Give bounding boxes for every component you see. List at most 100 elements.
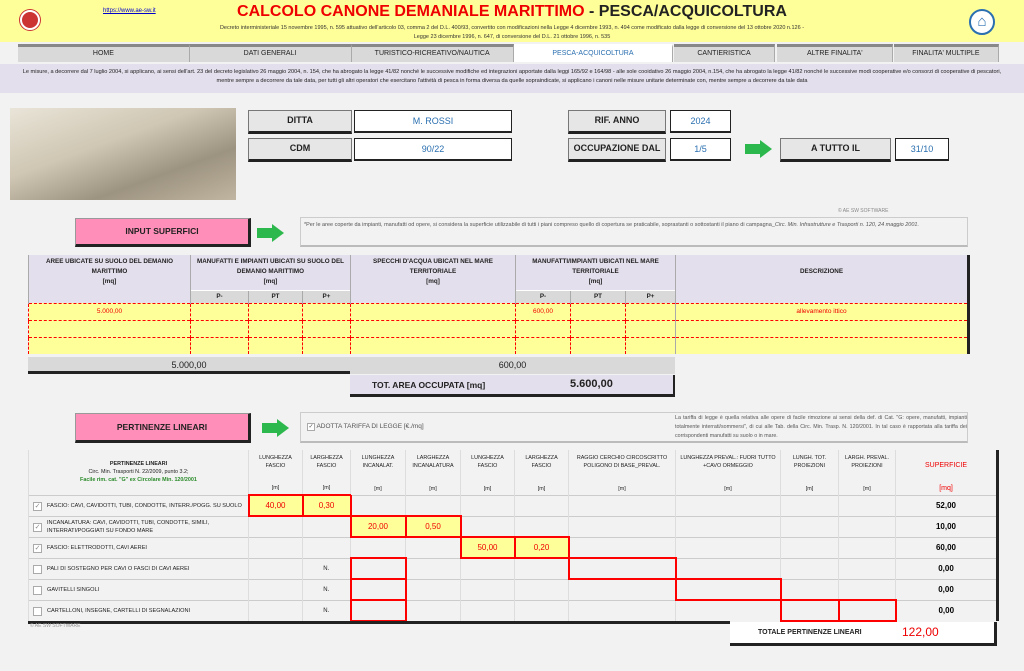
cell bbox=[780, 578, 839, 600]
checkbox-checked[interactable]: ✓ bbox=[33, 501, 42, 511]
cell bbox=[568, 599, 676, 621]
checkbox-checked-icon[interactable]: ✓ bbox=[307, 423, 315, 431]
input-cell[interactable]: 20,00 bbox=[349, 515, 407, 538]
column-unit: [m] bbox=[805, 485, 814, 492]
tot-area-row: TOT. AREA OCCUPATA [mq] 5.600,00 bbox=[350, 375, 675, 397]
superfici-cell[interactable] bbox=[190, 336, 249, 354]
input-cell[interactable]: 40,00 bbox=[247, 494, 304, 517]
row-label-text: FASCIO: ELETTRODOTTI, CAVI AEREI bbox=[47, 544, 147, 551]
superfici-cell[interactable] bbox=[28, 336, 191, 354]
superfici-cell[interactable] bbox=[248, 336, 303, 354]
superfici-cell[interactable] bbox=[28, 319, 191, 337]
input-cell[interactable] bbox=[349, 578, 407, 601]
tab-finalita-multiple[interactable]: FINALITA' MULTIPLE bbox=[894, 44, 999, 62]
occupazione-dal-field[interactable]: 1/5 bbox=[670, 138, 731, 161]
total-mare: 600,00 bbox=[350, 357, 675, 374]
cell bbox=[568, 515, 676, 537]
checkbox-unchecked[interactable] bbox=[33, 585, 42, 595]
column-unit: [m] bbox=[429, 485, 437, 492]
checkbox-checked[interactable]: ✓ bbox=[33, 543, 42, 553]
pertinenze-lineari-button[interactable]: PERTINENZE LINEARI bbox=[75, 413, 251, 443]
input-cell[interactable] bbox=[349, 557, 407, 580]
cdm-field[interactable]: 90/22 bbox=[354, 138, 512, 161]
row-label: ✓ FASCIO: ELETTRODOTTI, CAVI AEREI bbox=[28, 536, 249, 558]
copyright: © AE SW SOFTWARE bbox=[838, 208, 889, 214]
superfici-cell[interactable] bbox=[302, 319, 351, 337]
input-cell[interactable]: 0,50 bbox=[404, 515, 462, 538]
tariffa-box: ✓ ADOTTA TARIFFA DI LEGGE [€./mq] La tar… bbox=[300, 412, 968, 443]
occupazione-dal-label: OCCUPAZIONE DAL bbox=[568, 138, 666, 162]
superfici-cell[interactable] bbox=[190, 319, 249, 337]
a-tutto-il-field[interactable]: 31/10 bbox=[895, 138, 949, 161]
house-icon[interactable]: ⌂ bbox=[969, 9, 995, 35]
input-cell[interactable]: 50,00 bbox=[459, 536, 516, 559]
superfici-cell[interactable] bbox=[350, 302, 516, 320]
sub-p-plus: P+ bbox=[302, 289, 351, 303]
superfici-cell[interactable] bbox=[624, 336, 676, 354]
superfici-cell[interactable]: 5.000,00 bbox=[28, 302, 191, 320]
cdm-label: CDM bbox=[248, 138, 352, 162]
input-cell[interactable] bbox=[674, 578, 782, 601]
cell bbox=[780, 494, 839, 516]
superfici-cell[interactable] bbox=[515, 336, 571, 354]
superfici-cell[interactable] bbox=[624, 302, 676, 320]
tab-dati-generali[interactable]: DATI GENERALI bbox=[189, 44, 352, 62]
cell bbox=[675, 515, 781, 537]
input-cell[interactable] bbox=[567, 557, 677, 580]
superfici-cell[interactable] bbox=[302, 302, 351, 320]
column-header: LARGHEZZA FASCIO [m] bbox=[514, 450, 569, 495]
superfici-cell[interactable] bbox=[624, 319, 676, 337]
column-header: LUNGHEZZA PREVAL.: FUORI TUTTO +CAVO ORM… bbox=[675, 450, 781, 495]
notice-text: Le misure, a decorrere dal 7 luglio 2004… bbox=[0, 64, 1024, 93]
tab-altre-finalita-[interactable]: ALTRE FINALITA' bbox=[777, 44, 894, 62]
superfici-cell[interactable] bbox=[570, 319, 626, 337]
rif-anno-field[interactable]: 2024 bbox=[670, 110, 731, 133]
input-cell[interactable] bbox=[349, 599, 407, 622]
table-row: 5.000,00 600,00 allevamento ittico bbox=[28, 302, 969, 320]
input-superfici-button[interactable]: INPUT SUPERFICI bbox=[75, 218, 251, 247]
table-row: ✓ FASCIO: ELETTRODOTTI, CAVI AEREI 50,00 0,… bbox=[28, 536, 998, 559]
superfici-cell[interactable] bbox=[190, 302, 249, 320]
superficie-value: 0,00 bbox=[895, 557, 998, 579]
superfici-cell[interactable] bbox=[570, 302, 626, 320]
superfici-cell[interactable] bbox=[675, 336, 969, 354]
superfici-cell[interactable] bbox=[248, 319, 303, 337]
cell bbox=[405, 494, 461, 516]
input-cell[interactable] bbox=[779, 599, 840, 622]
cell bbox=[514, 515, 569, 537]
checkbox-checked[interactable]: ✓ bbox=[33, 522, 42, 532]
superfici-cell[interactable] bbox=[675, 319, 969, 337]
superfici-cell[interactable] bbox=[302, 336, 351, 354]
column-label: RAGGIO CERCHIO CIRCOSCRITTO POLIGONO DI … bbox=[576, 455, 668, 469]
superfici-cell[interactable]: allevamento ittico bbox=[675, 302, 969, 320]
tab-turistico-ricreativo-nautica[interactable]: TURISTICO-RICREATIVO/NAUTICA bbox=[351, 44, 514, 62]
note-text: *Per le aree coperte da impianti, manufa… bbox=[304, 222, 775, 228]
cell bbox=[838, 578, 896, 600]
column-label: LARGHEZZA FASCIO bbox=[525, 455, 558, 469]
superfici-cell[interactable] bbox=[248, 302, 303, 320]
table-row bbox=[28, 336, 969, 354]
col-specchi-acqua: SPECCHI D'ACQUA UBICATI NEL MARE TERRITO… bbox=[350, 255, 516, 303]
input-cell[interactable]: 0,20 bbox=[513, 536, 570, 559]
cell: N. bbox=[302, 599, 351, 621]
checkbox-unchecked[interactable] bbox=[33, 564, 42, 574]
tab-cantieristica[interactable]: CANTIERISTICA bbox=[673, 44, 776, 62]
input-cell[interactable] bbox=[837, 599, 897, 622]
tot-area-label: TOT. AREA OCCUPATA [mq] bbox=[372, 380, 486, 390]
row-label-text: CARTELLONI, INSEGNE, CARTELLI DI SEGNALA… bbox=[47, 607, 191, 614]
superfici-cell[interactable] bbox=[350, 336, 516, 354]
ditta-field[interactable]: M. ROSSI bbox=[354, 110, 512, 133]
input-cell[interactable]: 0,30 bbox=[301, 494, 352, 517]
superficie-value: 0,00 bbox=[895, 578, 998, 600]
tab-pesca-acquicoltura[interactable]: PESCA-ACQUICOLTURA bbox=[513, 44, 674, 62]
superfici-cell[interactable] bbox=[515, 319, 571, 337]
tab-home[interactable]: HOME bbox=[18, 44, 190, 62]
adotta-tariffa-checkbox[interactable]: ✓ ADOTTA TARIFFA DI LEGGE [€./mq] bbox=[307, 423, 424, 431]
cell bbox=[514, 599, 569, 621]
checkbox-unchecked[interactable] bbox=[33, 606, 42, 616]
website-link[interactable]: https://www.ae-sw.it bbox=[103, 8, 156, 14]
superfici-cell[interactable] bbox=[570, 336, 626, 354]
superfici-cell[interactable] bbox=[350, 319, 516, 337]
cell bbox=[514, 494, 569, 516]
superfici-cell[interactable]: 600,00 bbox=[515, 302, 571, 320]
